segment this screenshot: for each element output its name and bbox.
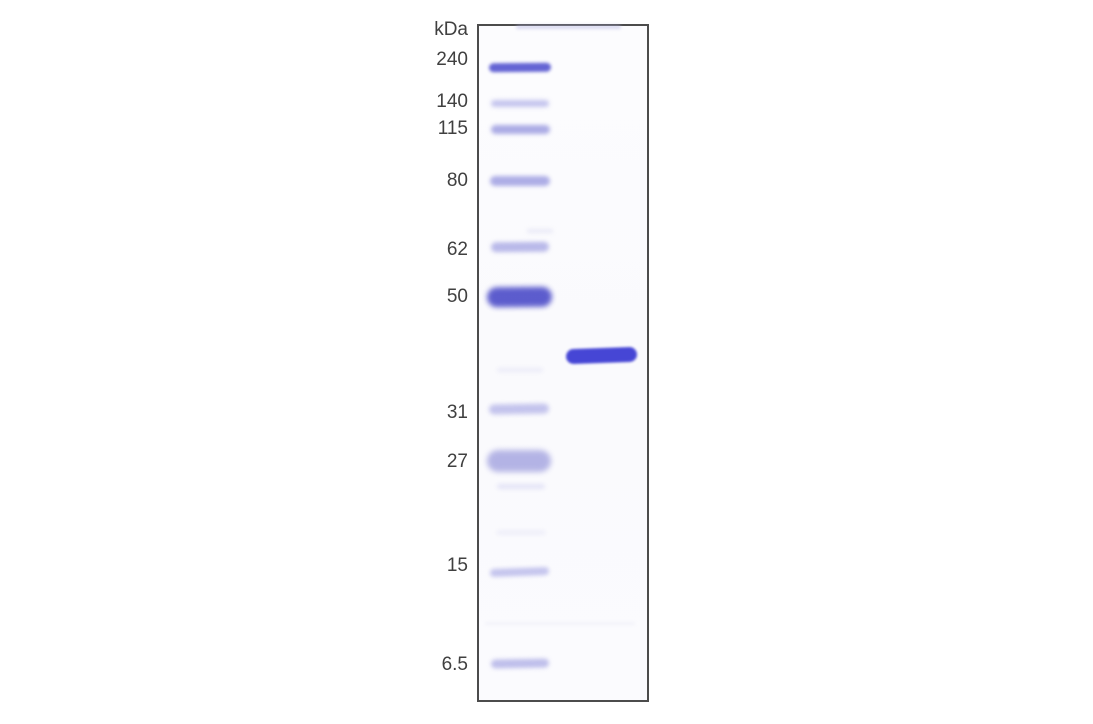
marker-label-62: 62 [446, 239, 468, 260]
marker-band-240 [488, 62, 552, 73]
marker-band-6.5 [490, 658, 550, 669]
marker-label-240: 240 [436, 49, 468, 70]
marker-band-115 [491, 125, 550, 134]
marker-label-50: 50 [446, 286, 468, 307]
marker-label-31: 31 [446, 402, 468, 423]
marker-label-115: 115 [437, 118, 468, 139]
marker-band-140 [491, 100, 549, 107]
sample-band [565, 346, 638, 365]
marker-band-31 [488, 403, 550, 415]
marker-band-27 [487, 450, 551, 472]
gel-smudge-4 [497, 484, 545, 489]
gel-smudge-3 [497, 368, 543, 372]
marker-label-140: 140 [436, 91, 468, 112]
marker-label-27: 27 [446, 451, 468, 472]
gel-smudge-1 [516, 25, 621, 29]
unit-label: kDa [434, 19, 468, 40]
marker-band-80 [490, 176, 550, 186]
gel-smudge-2 [527, 229, 553, 233]
gel-panel [477, 24, 649, 702]
marker-band-62 [490, 241, 550, 253]
marker-label-80: 80 [446, 170, 468, 191]
marker-label-6.5: 6.5 [441, 654, 468, 675]
marker-label-15: 15 [446, 555, 468, 576]
marker-band-50 [486, 286, 553, 308]
gel-smudge-6 [485, 622, 635, 625]
gel-smudge-5 [496, 530, 546, 535]
marker-band-15 [489, 566, 550, 578]
